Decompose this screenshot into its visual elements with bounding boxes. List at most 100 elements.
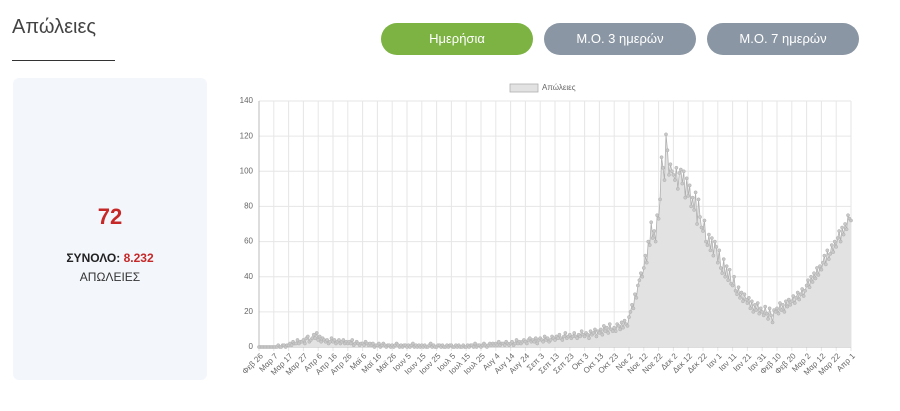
point (726, 278, 731, 283)
point (289, 343, 294, 348)
point (311, 332, 316, 337)
point (757, 311, 762, 316)
point (313, 336, 318, 341)
point (786, 297, 791, 302)
point (572, 331, 577, 335)
point (618, 327, 622, 332)
point (582, 334, 587, 339)
summary-caption: ΑΠΩΛΕΙΕΣ (79, 270, 141, 284)
avg7-button[interactable]: Μ.Ο. 7 ημερών (707, 23, 859, 55)
point (532, 339, 537, 344)
point (789, 299, 794, 304)
point (686, 194, 691, 198)
point (545, 336, 550, 341)
point (662, 178, 667, 182)
point (542, 334, 547, 339)
point (337, 338, 341, 342)
point (773, 310, 778, 314)
daily-button[interactable]: Ημερήσια (381, 23, 533, 55)
avg3-button[interactable]: Μ.Ο. 3 ημερών (544, 23, 696, 55)
point (643, 253, 648, 258)
point (658, 197, 662, 202)
point (741, 299, 745, 304)
point (825, 248, 830, 253)
point (738, 295, 742, 300)
point (295, 338, 300, 342)
point (670, 169, 674, 174)
point (317, 334, 322, 339)
point (755, 301, 760, 305)
point (806, 278, 810, 283)
point (714, 244, 719, 249)
point (718, 266, 723, 270)
point (844, 227, 849, 232)
point (704, 239, 708, 244)
point (744, 297, 748, 302)
point (843, 222, 847, 226)
point (646, 239, 651, 244)
point (692, 208, 696, 212)
point (634, 295, 639, 300)
point (675, 187, 680, 191)
point (812, 271, 816, 276)
title-underline (12, 60, 115, 61)
point (637, 278, 642, 283)
point (693, 190, 698, 195)
point (821, 260, 825, 265)
point (778, 301, 782, 305)
point (659, 155, 664, 160)
point (736, 285, 741, 290)
point (631, 306, 636, 311)
point (593, 327, 597, 332)
point (673, 178, 677, 182)
point (667, 172, 671, 177)
point (696, 197, 701, 202)
point (329, 336, 334, 341)
point (600, 332, 605, 337)
y-tick-label: 40 (244, 272, 253, 281)
point (798, 292, 803, 297)
point (781, 302, 785, 307)
point (804, 283, 809, 288)
point (348, 341, 353, 346)
point (567, 332, 572, 337)
point (616, 324, 621, 328)
point (619, 320, 624, 325)
point (769, 313, 773, 318)
point (603, 329, 608, 334)
point (754, 308, 759, 312)
point (316, 338, 321, 342)
point (680, 181, 685, 186)
point (758, 306, 763, 311)
total-value: 8.232 (123, 251, 154, 265)
point (838, 239, 843, 244)
point (747, 295, 751, 300)
point (707, 232, 711, 237)
point (683, 195, 688, 200)
point (371, 341, 375, 346)
point (732, 274, 736, 279)
y-tick-label: 0 (249, 342, 254, 351)
point (640, 274, 645, 279)
point (721, 257, 726, 261)
point (739, 290, 744, 295)
point (810, 280, 815, 284)
point (613, 329, 618, 334)
point (303, 341, 307, 346)
point (816, 273, 821, 277)
point (684, 176, 689, 181)
point (751, 310, 756, 314)
point (496, 339, 501, 344)
point (627, 315, 631, 319)
point (742, 292, 747, 297)
point (650, 236, 655, 240)
point (745, 301, 750, 305)
point (809, 274, 813, 279)
point (473, 341, 477, 346)
point (698, 215, 702, 219)
point (837, 229, 842, 233)
point (644, 260, 649, 265)
point (678, 167, 683, 172)
point (818, 264, 822, 269)
